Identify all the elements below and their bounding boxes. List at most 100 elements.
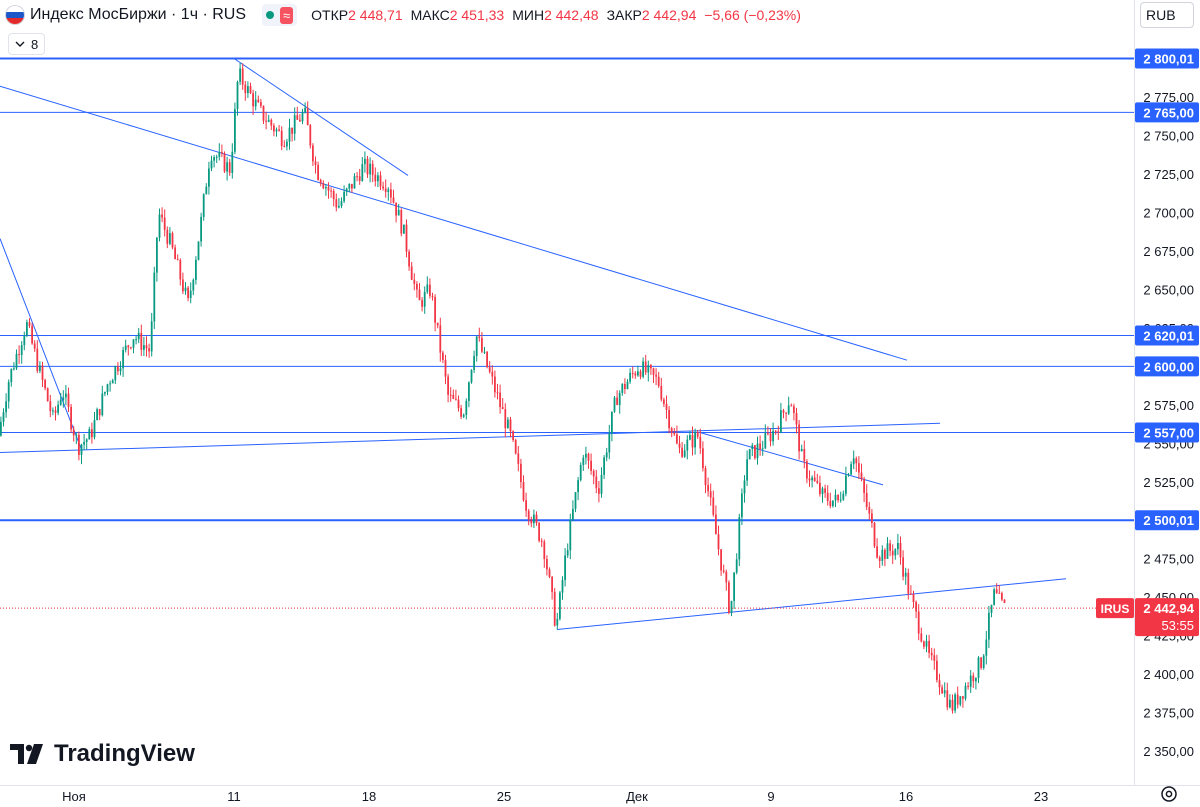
candle-body xyxy=(728,582,730,613)
candle-body xyxy=(689,435,691,440)
candle-body xyxy=(332,190,335,200)
symbol-title[interactable]: Индекс МосБиржи · 1ч · RUS xyxy=(30,6,247,23)
chart-header: Индекс МосБиржи · 1ч · RUS ≈ ОТКР2 448,7… xyxy=(0,0,801,30)
status-pill[interactable]: ≈ xyxy=(262,4,298,26)
ohlc-open-value: 2 448,71 xyxy=(348,7,403,23)
candle-body xyxy=(327,187,330,191)
candle-body xyxy=(917,611,920,634)
candle-body xyxy=(722,570,725,572)
candle-body xyxy=(821,488,824,495)
candle-body xyxy=(793,406,795,413)
candle-body xyxy=(275,129,278,132)
candle-body xyxy=(621,383,624,393)
russia-flag-icon xyxy=(6,6,24,24)
candle-body xyxy=(265,120,267,122)
candle-body xyxy=(730,600,733,613)
y-tick-label: 2 400,00 xyxy=(1143,667,1194,682)
candle-body xyxy=(969,675,972,687)
candle-body xyxy=(540,540,543,542)
candle-body xyxy=(925,640,928,647)
candle-body xyxy=(338,206,340,208)
candle-body xyxy=(725,571,728,583)
candle-body xyxy=(26,322,28,336)
level-price-tag xyxy=(1135,510,1199,531)
candle-body xyxy=(865,492,868,508)
candle-body xyxy=(637,371,639,376)
trendline xyxy=(233,58,409,176)
indicator-count: 8 xyxy=(31,36,39,52)
ohlc-low-value: 2 442,48 xyxy=(544,7,599,23)
candle-body xyxy=(486,351,488,368)
y-tick-label: 2 675,00 xyxy=(1143,244,1194,259)
candle-body xyxy=(548,569,551,577)
market-status-dot-icon xyxy=(266,11,275,19)
time-axis: Ноя 11 18 25 Дек 9 16 23 xyxy=(0,785,1200,807)
candle-body xyxy=(845,475,847,494)
candle-body xyxy=(824,488,826,493)
candle-body xyxy=(673,432,676,435)
candle-body xyxy=(384,188,387,192)
candle-body xyxy=(18,353,20,355)
candle-body xyxy=(410,266,413,280)
x-tick-label: 11 xyxy=(227,789,241,804)
candle-body xyxy=(556,618,559,626)
settings-icon[interactable] xyxy=(1158,783,1180,805)
candle-body xyxy=(551,576,553,592)
candle-body xyxy=(670,428,673,433)
candle-body xyxy=(150,321,153,352)
candle-body xyxy=(899,543,902,558)
candle-body xyxy=(774,430,777,432)
candle-body xyxy=(733,572,735,601)
candle-body xyxy=(392,197,395,203)
candle-body xyxy=(78,434,80,455)
candle-body xyxy=(166,229,169,244)
candle-body xyxy=(517,453,520,464)
candle-body xyxy=(683,450,686,457)
candle-body xyxy=(44,379,46,389)
candle-body xyxy=(585,453,587,458)
candle-body xyxy=(871,513,873,523)
ohlc-high-label: МАКС xyxy=(410,7,450,23)
candle-body xyxy=(915,602,917,612)
candle-body xyxy=(499,392,501,408)
candle-body xyxy=(153,272,156,322)
candle-body xyxy=(676,434,678,444)
candle-body xyxy=(1003,599,1006,603)
candle-body xyxy=(140,332,143,350)
candle-body xyxy=(260,102,262,106)
currency-button[interactable]: RUB xyxy=(1140,2,1194,28)
candle-body xyxy=(764,433,767,449)
last-price-label: 2 442,94 xyxy=(1143,601,1194,616)
candle-body xyxy=(54,410,57,413)
candle-body xyxy=(158,214,161,238)
countdown-label: 53:55 xyxy=(1161,618,1194,633)
indicators-toggle[interactable]: 8 xyxy=(8,33,46,55)
ohlc-high-value: 2 451,33 xyxy=(449,7,505,23)
candle-body xyxy=(351,183,353,189)
candle-body xyxy=(590,460,592,471)
candle-body xyxy=(322,183,325,189)
candle-body xyxy=(161,214,163,218)
candle-body xyxy=(543,541,546,560)
candle-body xyxy=(455,398,457,400)
candle-body xyxy=(790,405,793,407)
candle-body xyxy=(813,477,816,481)
candle-body xyxy=(423,291,426,307)
candle-body xyxy=(707,485,709,492)
candle-body xyxy=(530,519,533,524)
candle-body xyxy=(842,493,845,500)
x-tick-label: 23 xyxy=(1034,789,1048,804)
candle-body xyxy=(236,81,239,110)
candle-body xyxy=(860,472,863,479)
candle-body xyxy=(520,463,522,483)
x-tick-label: Дек xyxy=(626,789,648,804)
candle-body xyxy=(938,680,941,688)
candle-body xyxy=(894,549,897,556)
candle-body xyxy=(39,365,41,371)
tradingview-logo[interactable]: TradingView xyxy=(10,740,195,768)
y-tick-label: 2 375,00 xyxy=(1143,706,1194,721)
ohlc-open-label: ОТКР xyxy=(311,7,349,23)
candle-body xyxy=(995,589,998,593)
candle-body xyxy=(884,549,886,559)
